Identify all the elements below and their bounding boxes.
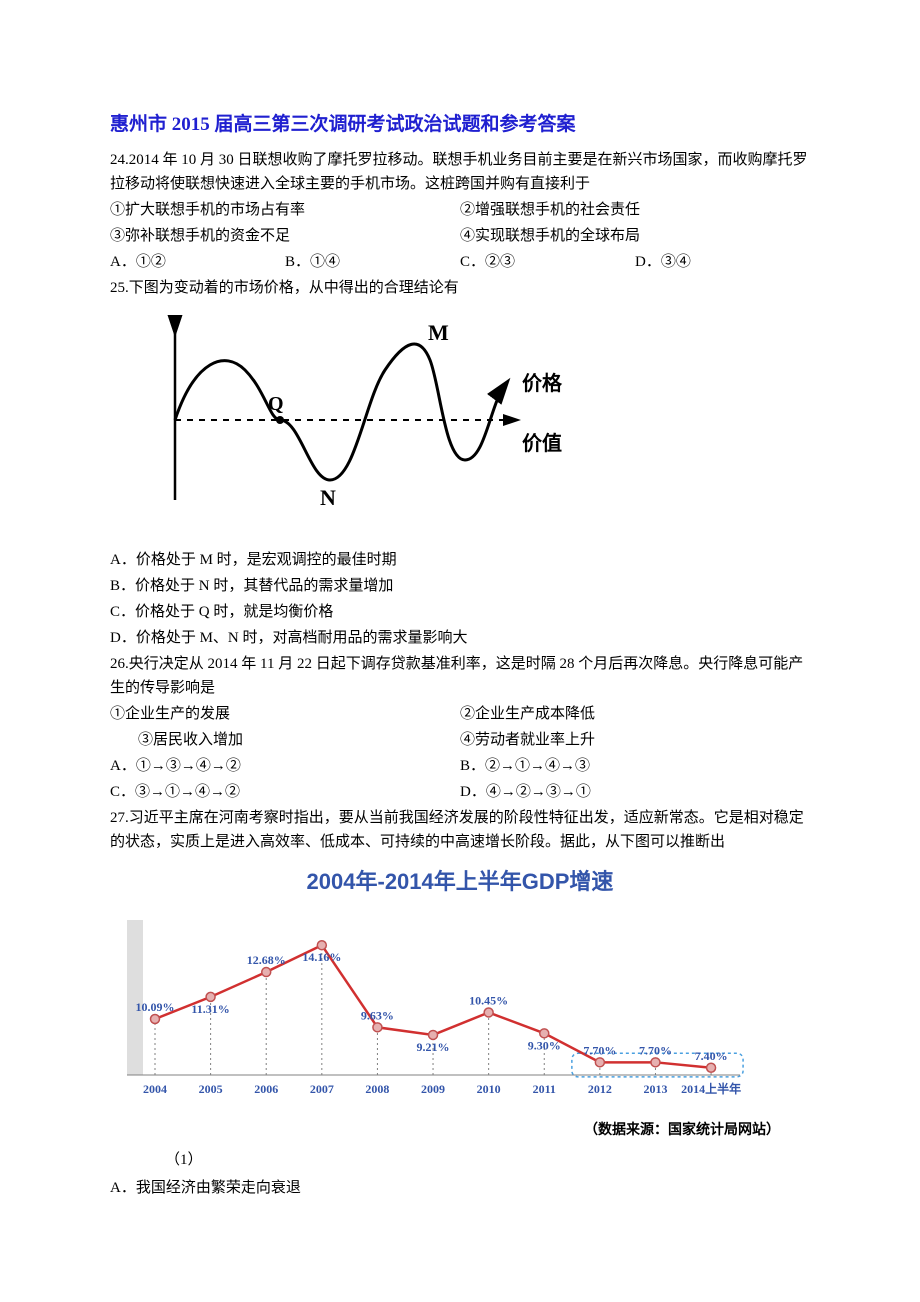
q26-choices-row2: C．③→①→④→② D．④→②→③→① [110, 780, 810, 804]
q25-c: C．价格处于 Q 时，就是均衡价格 [110, 600, 810, 624]
svg-text:2011: 2011 [533, 1082, 556, 1096]
q24-opt3: ③弥补联想手机的资金不足 [110, 224, 460, 248]
q27-note: （1） [110, 1148, 810, 1172]
q26-choices-row1: A．①→③→④→② B．②→①→④→③ [110, 754, 810, 778]
svg-text:14.16%: 14.16% [302, 950, 341, 964]
svg-text:7.70%: 7.70% [583, 1043, 616, 1057]
q25-stem: 25.下图为变动着的市场价格，从中得出的合理结论有 [110, 276, 810, 300]
q26-b: B．②→①→④→③ [460, 754, 810, 778]
svg-text:2004: 2004 [143, 1082, 167, 1096]
q26-stem: 26.央行决定从 2014 年 11 月 22 日起下调存贷款基准利率，这是时隔… [110, 652, 810, 700]
svg-text:9.30%: 9.30% [528, 1038, 561, 1052]
q26-opt1: ①企业生产的发展 [110, 702, 460, 726]
svg-text:2014上半年: 2014上半年 [681, 1081, 741, 1096]
q24-c: C．②③ [460, 250, 635, 274]
q25-d: D．价格处于 M、N 时，对高档耐用品的需求量影响大 [110, 626, 810, 650]
q26-c: C．③→①→④→② [110, 780, 460, 804]
q27-stem: 27.习近平主席在河南考察时指出，要从当前我国经济发展的阶段性特征出发，适应新常… [110, 806, 810, 854]
q24-b: B．①④ [285, 250, 460, 274]
gdp-chart: 2004 2005 2006 2007 2008 2009 2010 2011 2012 2013… [110, 905, 810, 1113]
svg-text:2013: 2013 [643, 1082, 667, 1096]
svg-text:2012: 2012 [588, 1082, 612, 1096]
svg-text:Q: Q [268, 393, 284, 415]
q24-stem: 24.2014 年 10 月 30 日联想收购了摩托罗拉移动。联想手机业务目前主… [110, 148, 810, 196]
q26-statements-row1: ①企业生产的发展 ②企业生产成本降低 [110, 702, 810, 726]
q24-opt2: ②增强联想手机的社会责任 [460, 198, 810, 222]
svg-text:11.31%: 11.31% [191, 1001, 229, 1015]
gdp-chart-title: 2004年-2014年上半年GDP增速 [110, 864, 810, 899]
q24-choices: A．①② B．①④ C．②③ D．③④ [110, 250, 810, 274]
q24-a: A．①② [110, 250, 285, 274]
svg-text:2007: 2007 [310, 1082, 334, 1096]
svg-text:价值: 价值 [522, 431, 562, 455]
svg-text:9.21%: 9.21% [417, 1040, 450, 1054]
q24-opt1: ①扩大联想手机的市场占有率 [110, 198, 460, 222]
q24-opt4: ④实现联想手机的全球布局 [460, 224, 810, 248]
svg-text:2005: 2005 [199, 1082, 223, 1096]
q24-d: D．③④ [635, 250, 810, 274]
svg-text:价格: 价格 [522, 371, 563, 395]
q26-opt4: ④劳动者就业率上升 [460, 728, 810, 752]
q25-a: A．价格处于 M 时，是宏观调控的最佳时期 [110, 548, 810, 572]
q27-a: A．我国经济由繁荣走向衰退 [110, 1176, 810, 1200]
svg-text:10.09%: 10.09% [136, 1000, 175, 1014]
q26-d: D．④→②→③→① [460, 780, 810, 804]
svg-text:2010: 2010 [477, 1082, 501, 1096]
svg-text:N: N [320, 485, 336, 510]
q26-opt2: ②企业生产成本降低 [460, 702, 810, 726]
q25-chart: Q M N 价格 价值 [150, 310, 810, 538]
gdp-chart-svg: 2004 2005 2006 2007 2008 2009 2010 2011 2012 2013… [110, 905, 750, 1105]
svg-text:2008: 2008 [365, 1082, 389, 1096]
svg-text:M: M [428, 320, 449, 345]
svg-text:10.45%: 10.45% [469, 993, 508, 1007]
q24-statements-row1: ①扩大联想手机的市场占有率 ②增强联想手机的社会责任 [110, 198, 810, 222]
svg-text:7.40%: 7.40% [695, 1048, 728, 1062]
svg-text:2009: 2009 [421, 1082, 445, 1096]
q25-b: B．价格处于 N 时，其替代品的需求量增加 [110, 574, 810, 598]
svg-text:12.68%: 12.68% [247, 953, 286, 967]
svg-text:2006: 2006 [254, 1082, 278, 1096]
q24-statements-row2: ③弥补联想手机的资金不足 ④实现联想手机的全球布局 [110, 224, 810, 248]
gdp-chart-source: （数据来源：国家统计局网站） [110, 1118, 780, 1140]
price-wave-svg: Q M N 价格 价值 [150, 310, 570, 530]
q26-statements-row2: ③居民收入增加 ④劳动者就业率上升 [110, 728, 810, 752]
svg-text:7.70%: 7.70% [639, 1043, 672, 1057]
svg-text:9.63%: 9.63% [361, 1008, 394, 1022]
q26-opt3: ③居民收入增加 [110, 728, 460, 752]
page-title: 惠州市 2015 届高三第三次调研考试政治试题和参考答案 [110, 110, 810, 140]
q26-a: A．①→③→④→② [110, 754, 460, 778]
